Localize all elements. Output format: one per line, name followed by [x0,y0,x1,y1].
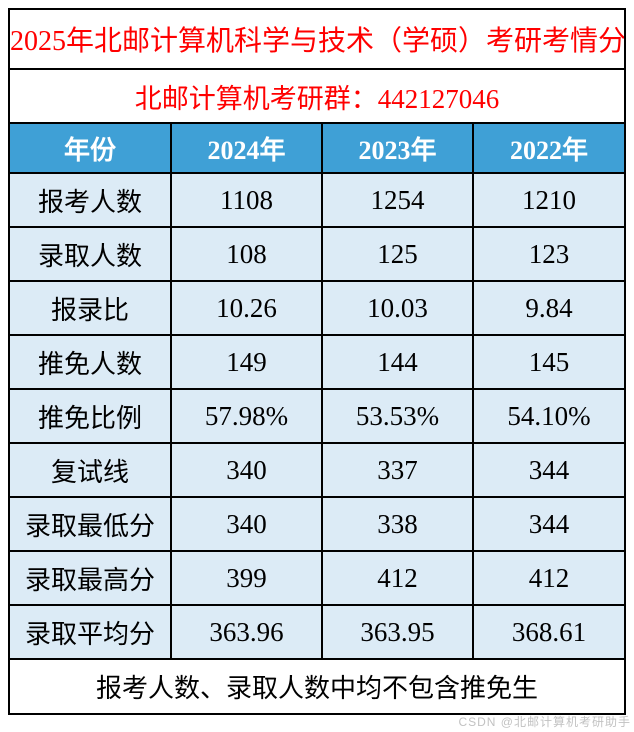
cell-value: 54.10% [471,388,627,444]
row-label: 录取最高分 [8,550,172,606]
row-label: 录取平均分 [8,604,172,660]
column-header-year: 年份 [8,122,172,174]
table-row-retest-line: 复试线 340 337 344 [8,442,627,498]
footnote-row: 报考人数、录取人数中均不包含推免生 [7,658,627,715]
cell-value: 1108 [170,172,323,228]
cell-value: 368.61 [471,604,627,660]
cell-value: 337 [321,442,474,498]
cell-value: 123 [471,226,627,282]
cell-value: 1254 [321,172,474,228]
subtitle-row: 北邮计算机考研群：442127046 [7,68,627,124]
csdn-watermark: CSDN @北邮计算机考研助手 [458,715,631,729]
cell-value: 340 [170,496,323,552]
column-header-2024: 2024年 [170,122,323,174]
cell-value: 412 [321,550,474,606]
row-label: 录取人数 [8,226,172,282]
table-row-min-score: 录取最低分 340 338 344 [8,496,627,552]
table-footnote: 报考人数、录取人数中均不包含推免生 [7,658,627,715]
admissions-analysis-table: 2025年北邮计算机科学与技术（学硕）考研考情分析 北邮计算机考研群：44212… [7,8,627,715]
cell-value: 108 [170,226,323,282]
cell-value: 125 [321,226,474,282]
cell-value: 338 [321,496,474,552]
column-header-2022: 2022年 [471,122,627,174]
cell-value: 57.98% [170,388,323,444]
cell-value: 1210 [471,172,627,228]
row-label: 报录比 [8,280,172,336]
qq-group-line: 北邮计算机考研群：442127046 [7,68,627,124]
row-label: 推免人数 [8,334,172,390]
cell-value: 344 [471,442,627,498]
row-label: 推免比例 [8,388,172,444]
cell-value: 340 [170,442,323,498]
table-row-ratio: 报录比 10.26 10.03 9.84 [8,280,627,336]
cell-value: 149 [170,334,323,390]
row-label: 录取最低分 [8,496,172,552]
cell-value: 363.95 [321,604,474,660]
cell-value: 412 [471,550,627,606]
cell-value: 9.84 [471,280,627,336]
page-title: 2025年北邮计算机科学与技术（学硕）考研考情分析 [7,8,627,70]
row-label: 报考人数 [8,172,172,228]
title-row: 2025年北邮计算机科学与技术（学硕）考研考情分析 [7,8,627,70]
header-row: 年份 2024年 2023年 2022年 [8,122,627,174]
cell-value: 10.26 [170,280,323,336]
cell-value: 145 [471,334,627,390]
cell-value: 53.53% [321,388,474,444]
cell-value: 363.96 [170,604,323,660]
table-row-max-score: 录取最高分 399 412 412 [8,550,627,606]
cell-value: 144 [321,334,474,390]
table-row-exempt-count: 推免人数 149 144 145 [8,334,627,390]
column-header-2023: 2023年 [321,122,474,174]
table-row-exempt-percent: 推免比例 57.98% 53.53% 54.10% [8,388,627,444]
table-row-admitted: 录取人数 108 125 123 [8,226,627,282]
cell-value: 399 [170,550,323,606]
row-label: 复试线 [8,442,172,498]
cell-value: 344 [471,496,627,552]
cell-value: 10.03 [321,280,474,336]
table-row-avg-score: 录取平均分 363.96 363.95 368.61 [8,604,627,660]
table-row-applicants: 报考人数 1108 1254 1210 [8,172,627,228]
